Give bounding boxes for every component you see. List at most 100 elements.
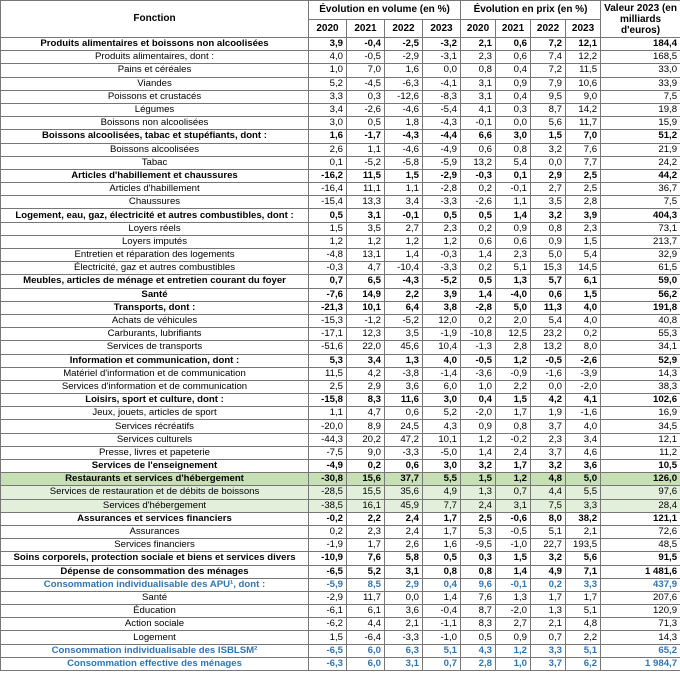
volume-cell: -30,8 xyxy=(308,472,347,487)
price-cell: 2,7 xyxy=(530,182,567,197)
row-label: Logement, eau, gaz, électricité et autre… xyxy=(0,208,309,223)
price-cell: 12,5 xyxy=(495,327,532,342)
table-row: Information et communication, dont :5,3 3… xyxy=(0,353,680,368)
volume-cell: 1,7 xyxy=(421,524,462,540)
price-cell: 0,9 xyxy=(460,419,497,434)
table-row: Loisirs, sport et culture, dont : -15,8 8,… xyxy=(0,393,680,408)
volume-cell: -3,2 xyxy=(421,36,462,52)
row-label: Entretien et réparation des logements xyxy=(0,247,309,263)
volume-cell: 0,6 xyxy=(384,458,423,474)
value-cell: 33,0 xyxy=(600,63,680,78)
volume-cell: 0,8 xyxy=(421,564,462,579)
price-cell: 5,0 xyxy=(530,247,567,263)
row-label: Consommation individualisable des ISBLSM… xyxy=(0,643,309,658)
row-label: Services récréatifs xyxy=(0,419,309,434)
volume-cell: 1,7 xyxy=(421,511,462,526)
year-header: 2020 xyxy=(308,19,347,38)
price-cell: 4,8 xyxy=(530,472,567,487)
volume-cell: 2,4 xyxy=(384,511,423,526)
volume-cell: 3,9 xyxy=(308,36,347,52)
price-cell: 4,2 xyxy=(530,393,567,408)
volume-cell: 1,1 xyxy=(346,142,385,157)
volume-cell: -1,7 xyxy=(346,129,385,144)
price-cell: 4,1 xyxy=(565,393,602,408)
volume-cell: -28,5 xyxy=(308,485,347,500)
table-row: Consommation individualisable des APU¹, … xyxy=(0,577,680,592)
price-cell: 2,3 xyxy=(565,221,602,236)
value-cell: 51,2 xyxy=(600,129,680,144)
value-cell: 213,7 xyxy=(600,234,680,250)
price-cell: 0,8 xyxy=(530,221,567,236)
table-row: Consommation individualisable des ISBLSM… xyxy=(0,643,680,658)
header-volume: Évolution en volume (en %) xyxy=(307,0,462,20)
price-cell: 1,4 xyxy=(495,564,532,579)
volume-cell: 6,0 xyxy=(346,656,385,672)
price-cell: 0,7 xyxy=(495,485,532,500)
row-label: Services de transports xyxy=(0,340,309,355)
row-label: Dépense de consommation des ménages xyxy=(0,564,309,579)
row-label: Soins corporels, protection sociale et b… xyxy=(0,551,309,566)
volume-cell: -3,8 xyxy=(384,366,423,381)
volume-cell: 1,8 xyxy=(384,116,423,131)
price-cell: 0,9 xyxy=(495,221,532,236)
price-cell: 3,0 xyxy=(495,129,532,144)
table-row: Articles d'habillement -16,4 11,1 1,1 -2,8 0,… xyxy=(0,182,680,197)
value-cell: 207,6 xyxy=(600,590,680,606)
volume-cell: 15,6 xyxy=(346,472,385,487)
volume-cell: 2,2 xyxy=(346,511,385,526)
value-cell: 40,8 xyxy=(600,313,680,329)
row-label: Information et communication, dont : xyxy=(0,353,309,368)
volume-cell: -0,3 xyxy=(308,261,347,276)
price-cell: 11,3 xyxy=(530,300,567,315)
value-cell: 32,9 xyxy=(600,247,680,263)
volume-cell: 10,1 xyxy=(346,300,385,315)
price-cell: 3,2 xyxy=(530,142,567,157)
row-label: Logement xyxy=(0,630,309,645)
volume-cell: -1,9 xyxy=(308,538,347,553)
value-cell: 72,6 xyxy=(600,524,680,540)
volume-cell: -3,3 xyxy=(421,195,462,210)
price-cell: 13,2 xyxy=(530,340,567,355)
price-cell: -0,5 xyxy=(460,353,497,368)
price-cell: 0,2 xyxy=(565,327,602,342)
price-cell: 3,2 xyxy=(460,458,497,474)
volume-cell: -15,3 xyxy=(308,313,347,329)
value-cell: 55,3 xyxy=(600,327,680,342)
table-row: Boissons alcoolisées 2,6 1,1 -4,6 -4,9 0,6 0,8… xyxy=(0,142,680,157)
price-cell: 3,1 xyxy=(460,76,497,91)
price-cell: 1,2 xyxy=(495,353,532,368)
volume-cell: -6,3 xyxy=(384,76,423,91)
volume-cell: 2,3 xyxy=(346,524,385,540)
header-prix: Évolution en prix (en %) xyxy=(460,0,602,20)
price-cell: 5,1 xyxy=(565,604,602,619)
volume-cell: -6,5 xyxy=(308,643,347,658)
price-cell: 14,5 xyxy=(565,261,602,276)
row-label: Poissons et crustacés xyxy=(0,89,309,104)
volume-cell: 1,2 xyxy=(384,234,423,250)
price-cell: 0,4 xyxy=(460,393,497,408)
volume-cell: 3,0 xyxy=(421,393,462,408)
volume-cell: 7,7 xyxy=(421,498,462,513)
price-cell: 2,4 xyxy=(460,498,497,513)
value-cell: 21,9 xyxy=(600,142,680,157)
table-row: Assurances et services financiers -0,2 2,2… xyxy=(0,511,680,526)
volume-cell: 4,2 xyxy=(346,366,385,381)
price-cell: 2,3 xyxy=(495,247,532,263)
price-cell: -0,1 xyxy=(495,577,532,592)
price-cell: 1,7 xyxy=(530,590,567,606)
price-cell: 1,5 xyxy=(530,129,567,144)
price-cell: 3,9 xyxy=(565,208,602,223)
volume-cell: 14,9 xyxy=(346,287,385,302)
volume-cell: 3,9 xyxy=(421,287,462,302)
volume-cell: 0,2 xyxy=(346,458,385,474)
volume-cell: -4,9 xyxy=(308,458,347,474)
table-row: Meubles, articles de ménage et entretien… xyxy=(0,274,680,289)
year-header: 2021 xyxy=(495,19,532,38)
price-cell: 1,5 xyxy=(495,393,532,408)
volume-cell: 1,7 xyxy=(346,538,385,553)
volume-cell: -10,9 xyxy=(308,551,347,566)
volume-cell: -4,9 xyxy=(421,142,462,157)
price-cell: -9,5 xyxy=(460,538,497,553)
volume-cell: -1,0 xyxy=(421,630,462,645)
table-row: Loyers imputés 1,2 1,2 1,2 1,2 0,6 0,6 0,9 1,5 21… xyxy=(0,234,680,250)
